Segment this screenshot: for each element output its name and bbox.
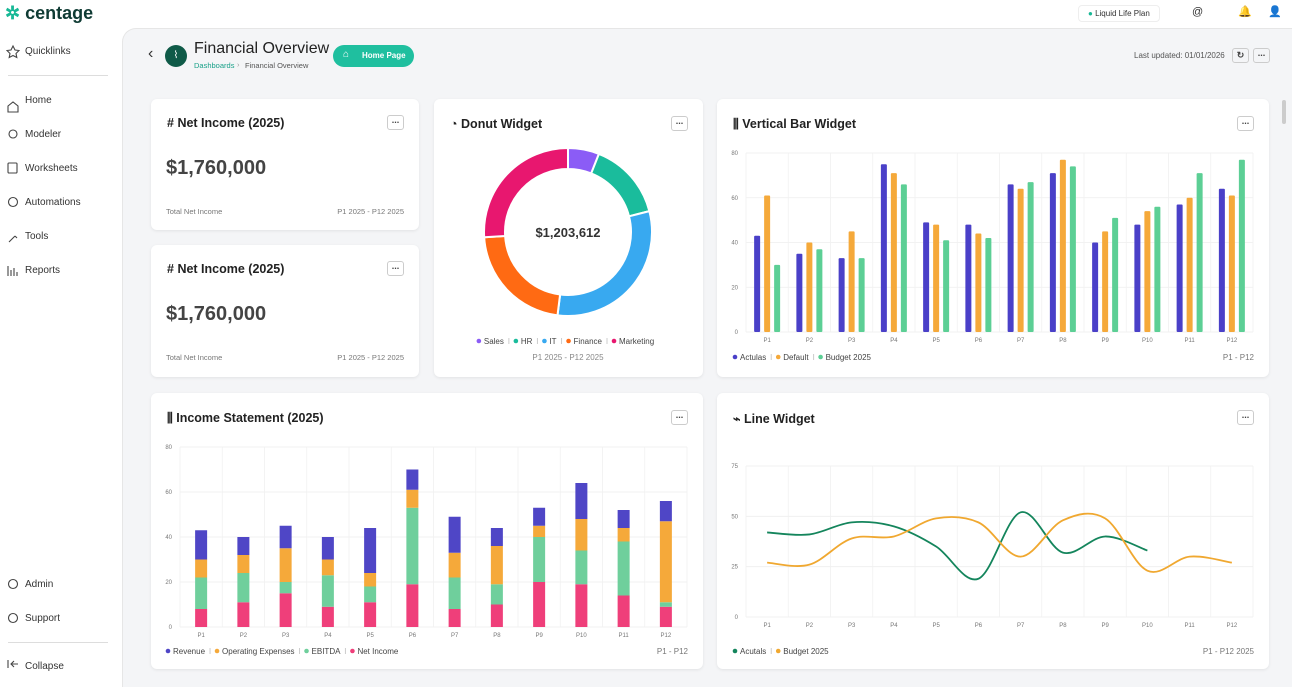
kpi-card: # Net Income (2025) ... $1,760,000 Total…: [151, 245, 419, 377]
dashboard-icon: ⌇: [165, 45, 187, 67]
widget-title: ⫼ Vertical Bar Widget: [733, 117, 857, 131]
card-menu[interactable]: ...: [671, 116, 688, 131]
logo-text: centage: [25, 3, 94, 23]
widget-title: ⌁ Line Widget: [733, 412, 815, 426]
widget-title-text: Income Statement (2025): [176, 411, 324, 425]
kpi-title-text: Net Income (2025): [177, 116, 285, 130]
kpi-card: # Net Income (2025) ... $1,760,000 Total…: [151, 99, 419, 230]
card-menu[interactable]: ...: [387, 261, 404, 276]
icon-at[interactable]: @: [1192, 6, 1204, 18]
card-menu[interactable]: ...: [1237, 116, 1254, 131]
nav-item[interactable]: Tools: [25, 231, 49, 242]
breadcrumb-link[interactable]: Dashboards: [194, 61, 235, 70]
nav-item[interactable]: Admin: [25, 579, 54, 590]
refresh-button[interactable]: ↻: [1232, 48, 1249, 63]
kpi-period: P1 2025 - P12 2025: [337, 207, 404, 216]
nav-item[interactable]: Reports: [25, 265, 61, 276]
widget-title-text: Donut Widget: [461, 117, 543, 131]
widget-card: ⫼ Income Statement (2025) ...: [151, 393, 703, 669]
widget-title: ⫼ Income Statement (2025): [167, 411, 324, 425]
breadcrumb-current: Financial Overview: [245, 61, 309, 70]
divider: [8, 642, 108, 643]
card-menu[interactable]: ...: [671, 410, 688, 425]
last-updated: Last updated: 01/01/2026: [1134, 51, 1225, 60]
nav-item[interactable]: Modeler: [25, 129, 62, 140]
widget-card: ◔ Donut Widget ...: [434, 99, 703, 377]
plan-selector[interactable]: ● Liquid Life Plan: [1078, 5, 1160, 22]
widget-card: ⫼ Vertical Bar Widget ...: [717, 99, 1269, 377]
widget-title-text: Line Widget: [744, 412, 815, 426]
kpi-value: $1,760,000: [166, 157, 267, 179]
card-menu[interactable]: ...: [1237, 410, 1254, 425]
more-button[interactable]: ...: [1253, 48, 1270, 63]
plan-name: Liquid Life Plan: [1095, 9, 1150, 18]
nav-item[interactable]: Quicklinks: [25, 46, 71, 57]
home-page-button[interactable]: Home Page: [333, 45, 414, 67]
logo[interactable]: ✲ centage: [5, 3, 94, 23]
kpi-title: # Net Income (2025): [167, 116, 285, 130]
nav-item[interactable]: Automations: [25, 197, 81, 208]
kpi-title-text: Net Income (2025): [177, 262, 285, 276]
kpi-period: P1 2025 - P12 2025: [337, 353, 404, 362]
widget-title: ◔ Donut Widget: [450, 117, 543, 131]
scrollbar[interactable]: [1282, 100, 1286, 124]
collapse[interactable]: Collapse: [25, 661, 64, 672]
nav-item[interactable]: Home: [25, 95, 52, 106]
kpi-label: Total Net Income: [166, 207, 223, 216]
back-button[interactable]: ‹: [148, 45, 154, 62]
kpi-value: $1,760,000: [166, 303, 267, 325]
widget-title-text: Vertical Bar Widget: [742, 117, 857, 131]
icon-bell[interactable]: 🔔: [1238, 6, 1252, 18]
nav-icons: [6, 44, 20, 668]
icon-user[interactable]: 👤: [1268, 6, 1282, 18]
button-label: Home Page: [362, 51, 406, 60]
divider: [8, 75, 108, 76]
widget-card: ⌁ Line Widget ...: [717, 393, 1269, 669]
home-icon: ⌂: [343, 49, 350, 60]
breadcrumb-sep: ›: [237, 60, 240, 69]
page-title: Financial Overview: [194, 40, 330, 57]
nav-item[interactable]: Support: [25, 613, 61, 624]
kpi-title: # Net Income (2025): [167, 262, 285, 276]
kpi-label: Total Net Income: [166, 353, 223, 362]
nav-item[interactable]: Worksheets: [25, 163, 78, 174]
card-menu[interactable]: ...: [387, 115, 404, 130]
